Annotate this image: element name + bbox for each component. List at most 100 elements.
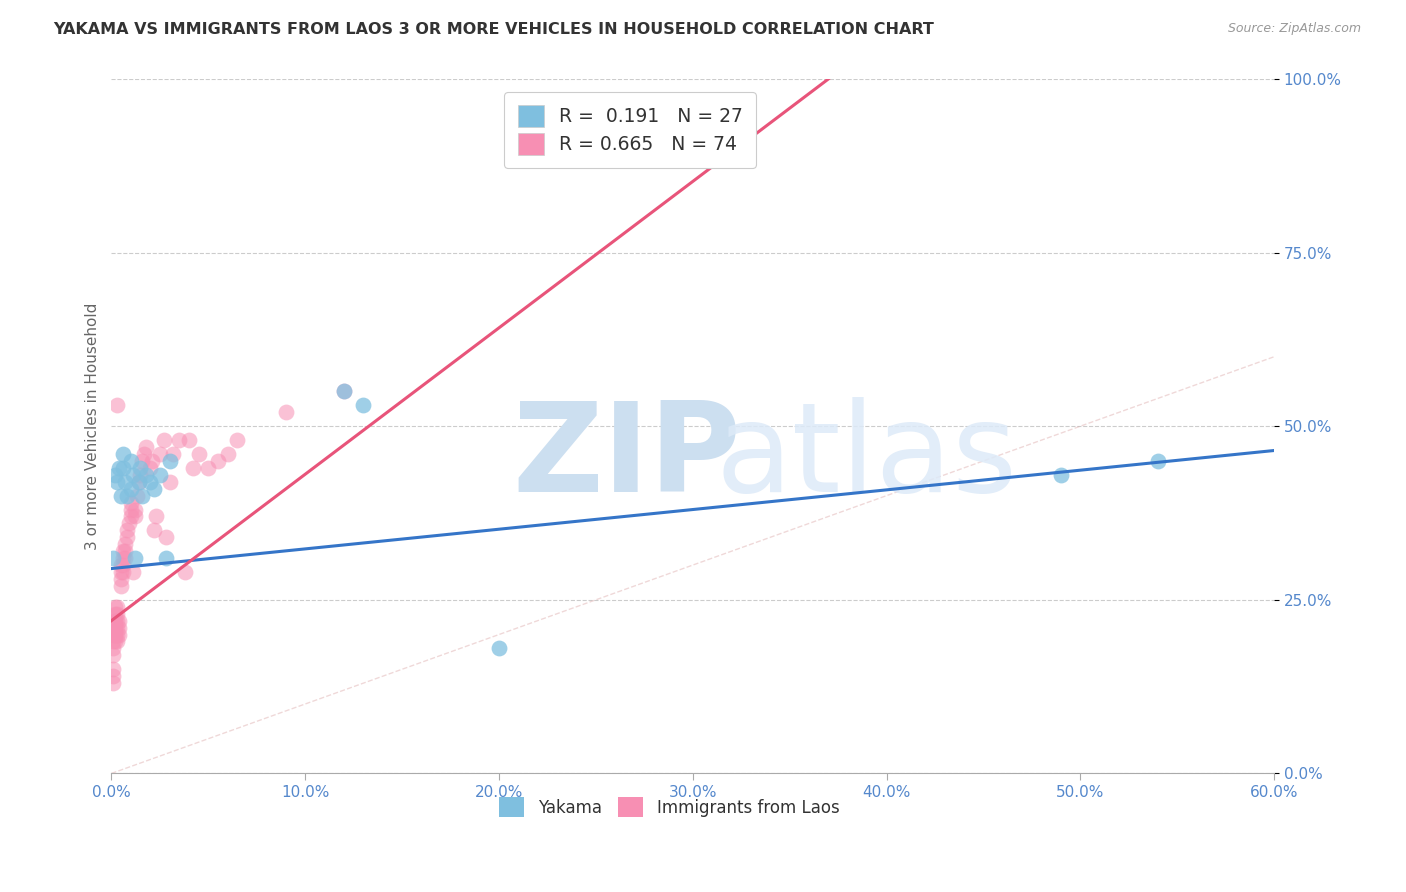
Point (104, 621, 127, 635)
Point (104, 627, 127, 641)
Point (120, 482, 142, 496)
Point (145, 509, 167, 524)
Point (103, 551, 125, 566)
Point (135, 440, 157, 454)
Point (112, 565, 135, 579)
Point (1050, 467, 1073, 482)
Point (124, 551, 146, 566)
Point (1146, 454, 1168, 468)
Point (104, 614, 127, 628)
Point (108, 621, 131, 635)
Point (143, 482, 166, 496)
Point (139, 461, 162, 475)
Point (114, 537, 136, 551)
Point (125, 489, 148, 503)
Point (115, 530, 138, 544)
Point (128, 475, 150, 489)
Point (124, 502, 146, 516)
Point (104, 607, 127, 621)
Point (134, 447, 156, 461)
Point (108, 461, 131, 475)
Point (118, 516, 141, 531)
Point (104, 467, 127, 482)
Point (103, 614, 125, 628)
Point (104, 627, 127, 641)
Point (114, 475, 136, 489)
Point (110, 565, 132, 579)
Point (274, 405, 297, 419)
Point (139, 475, 162, 489)
Point (152, 433, 174, 447)
Point (104, 599, 127, 614)
Point (174, 565, 197, 579)
Point (105, 475, 128, 489)
Point (488, 641, 510, 656)
Point (149, 447, 172, 461)
Point (103, 648, 125, 663)
Point (112, 544, 135, 558)
Point (177, 433, 200, 447)
Point (105, 634, 128, 648)
Point (110, 572, 132, 586)
Point (103, 662, 125, 676)
Point (124, 509, 146, 524)
Point (333, 384, 356, 399)
Point (129, 467, 152, 482)
Point (352, 398, 374, 412)
Point (120, 502, 142, 516)
Point (103, 634, 125, 648)
Point (135, 467, 157, 482)
Point (131, 454, 153, 468)
Point (112, 551, 135, 566)
Point (159, 454, 181, 468)
Point (141, 454, 163, 468)
Text: ZIP: ZIP (513, 397, 741, 518)
Point (120, 495, 142, 509)
Text: YAKAMA VS IMMIGRANTS FROM LAOS 3 OR MORE VEHICLES IN HOUSEHOLD CORRELATION CHART: YAKAMA VS IMMIGRANTS FROM LAOS 3 OR MORE… (53, 22, 935, 37)
Point (112, 447, 135, 461)
Point (108, 627, 131, 641)
Point (207, 454, 229, 468)
Point (112, 461, 135, 475)
Point (105, 398, 128, 412)
Text: Source: ZipAtlas.com: Source: ZipAtlas.com (1227, 22, 1361, 36)
Point (187, 447, 209, 461)
Point (115, 489, 138, 503)
Point (159, 475, 181, 489)
Point (104, 621, 127, 635)
Point (105, 599, 128, 614)
Point (121, 565, 143, 579)
Point (105, 607, 128, 621)
Point (103, 676, 125, 690)
Point (155, 530, 177, 544)
Point (104, 614, 127, 628)
Point (103, 641, 125, 656)
Point (128, 475, 150, 489)
Point (167, 433, 190, 447)
Point (104, 634, 127, 648)
Y-axis label: 3 or more Vehicles in Household: 3 or more Vehicles in Household (86, 302, 100, 549)
Point (112, 558, 135, 573)
Point (103, 669, 125, 683)
Point (155, 551, 177, 566)
Legend: Yakama, Immigrants from Laos: Yakama, Immigrants from Laos (492, 790, 846, 824)
Point (143, 524, 166, 538)
Point (114, 544, 136, 558)
Point (333, 384, 356, 399)
Point (110, 558, 132, 573)
Point (162, 447, 184, 461)
Point (114, 551, 136, 566)
Point (149, 467, 172, 482)
Point (105, 614, 128, 628)
Text: atlas: atlas (716, 397, 1018, 518)
Point (226, 433, 249, 447)
Point (181, 461, 204, 475)
Point (217, 447, 239, 461)
Point (105, 621, 128, 635)
Point (120, 509, 142, 524)
Point (110, 579, 132, 593)
Point (103, 627, 125, 641)
Point (197, 461, 219, 475)
Point (115, 524, 138, 538)
Point (129, 461, 152, 475)
